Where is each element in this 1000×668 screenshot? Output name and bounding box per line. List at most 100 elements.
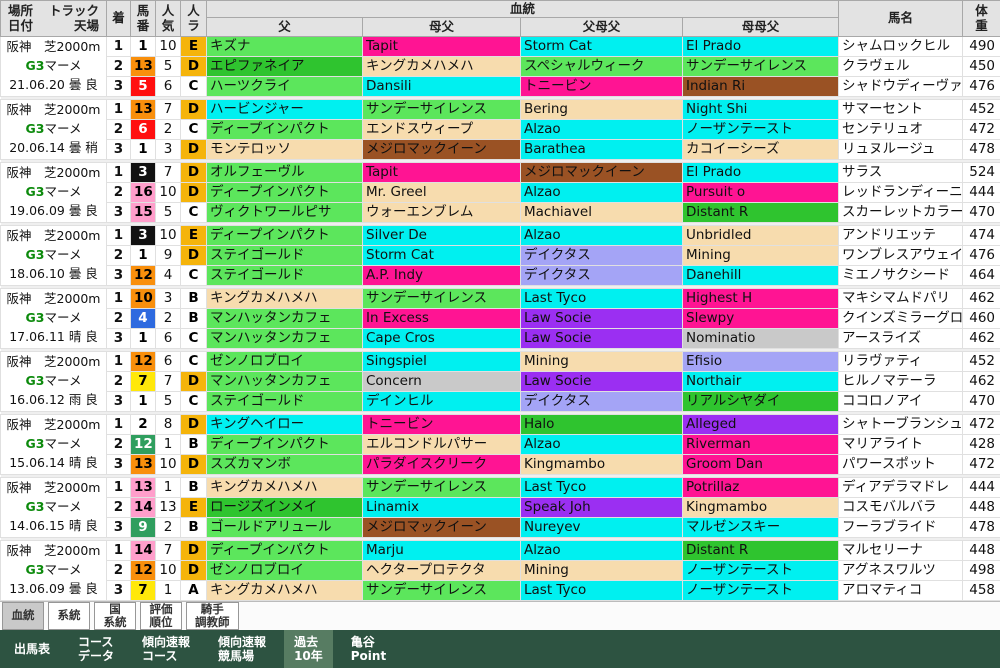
tab-rating-rank[interactable]: 評価 順位 xyxy=(140,602,182,630)
nav-trend-course[interactable]: 傾向速報 コース xyxy=(132,630,200,668)
nav-kametani-point[interactable]: 亀谷 Point xyxy=(341,630,396,668)
popularity-cell: 7 xyxy=(156,163,181,183)
nav-past-10-years[interactable]: 過去 10年 xyxy=(284,630,333,668)
finish-cell: 1 xyxy=(107,541,131,561)
sire-cell: ゴールドアリュール xyxy=(207,518,363,538)
sire-cell: キングヘイロー xyxy=(207,415,363,435)
weight-cell: 476 xyxy=(963,246,1000,266)
finish-cell: 1 xyxy=(107,100,131,120)
horse-number-cell: 13 xyxy=(131,455,156,475)
tab-lineage[interactable]: 系統 xyxy=(48,602,90,630)
sire-damsire-cell: Last Tyco xyxy=(521,478,683,498)
rank-cell: E xyxy=(181,498,207,518)
damsire-cell: キングカメハメハ xyxy=(363,57,521,77)
race-grade: G3 xyxy=(26,562,45,577)
dam-damsire-cell: Alleged xyxy=(683,415,839,435)
horse-name-cell: リュヌルージュ xyxy=(839,140,963,160)
horse-name-cell: シャムロックヒル xyxy=(839,37,963,57)
col-header-dam-damsire: 母母父 xyxy=(683,18,839,37)
nav-label: 過去 xyxy=(294,635,323,649)
damsire-cell: ヘクタープロテクタ xyxy=(363,561,521,581)
rank-cell: C xyxy=(181,77,207,97)
bottom-navbar: 出馬表 コース データ 傾向速報 コース 傾向速報 競馬場 過去 10年 亀谷 … xyxy=(0,630,1000,668)
nav-label: 傾向速報 xyxy=(142,635,190,649)
race-date: 15.06.14 晴 良 xyxy=(3,454,104,473)
rank-cell: E xyxy=(181,226,207,246)
weight-cell: 470 xyxy=(963,392,1000,412)
popularity-cell: 10 xyxy=(156,37,181,57)
horse-number-cell: 1 xyxy=(131,140,156,160)
finish-cell: 2 xyxy=(107,246,131,266)
race-title: マーメ xyxy=(44,247,81,262)
nav-trend-track[interactable]: 傾向速報 競馬場 xyxy=(208,630,276,668)
popularity-cell: 1 xyxy=(156,581,181,601)
finish-cell: 1 xyxy=(107,37,131,57)
nav-course-data[interactable]: コース データ xyxy=(68,630,124,668)
col-header-sire-damsire: 父母父 xyxy=(521,18,683,37)
dam-damsire-cell: Potrillaz xyxy=(683,478,839,498)
rank-cell: C xyxy=(181,329,207,349)
weight-cell: 478 xyxy=(963,140,1000,160)
race-title: マーメ xyxy=(44,310,81,325)
popularity-cell: 2 xyxy=(156,309,181,329)
col-header-sire: 父 xyxy=(207,18,363,37)
horse-name-cell: クインズミラーグロ xyxy=(839,309,963,329)
horse-number-cell: 13 xyxy=(131,100,156,120)
nav-label: コース xyxy=(78,635,114,649)
rank-cell: B xyxy=(181,518,207,538)
race-grade: G3 xyxy=(26,436,45,451)
weight-cell: 470 xyxy=(963,203,1000,223)
horse-number-cell: 7 xyxy=(131,372,156,392)
sire-cell: ディープインパクト xyxy=(207,541,363,561)
nav-entry-table[interactable]: 出馬表 xyxy=(4,630,60,668)
damsire-cell: デインヒル xyxy=(363,392,521,412)
damsire-cell: Tapit xyxy=(363,37,521,57)
weight-cell: 460 xyxy=(963,309,1000,329)
horse-name-cell: マルセリーナ xyxy=(839,541,963,561)
sire-damsire-cell: デイクタス xyxy=(521,246,683,266)
rank-cell: C xyxy=(181,392,207,412)
tab-bloodline[interactable]: 血統 xyxy=(2,602,44,630)
weight-cell: 478 xyxy=(963,518,1000,538)
horse-number-cell: 10 xyxy=(131,289,156,309)
horse-name-cell: センテリュオ xyxy=(839,120,963,140)
tab-jockey-trainer[interactable]: 騎手 調教師 xyxy=(186,602,239,630)
weight-cell: 458 xyxy=(963,581,1000,601)
sire-damsire-cell: Alzao xyxy=(521,183,683,203)
col-header-finish: 着 xyxy=(107,1,131,37)
sire-damsire-cell: デイクタス xyxy=(521,266,683,286)
horse-name-cell: パワースポット xyxy=(839,455,963,475)
finish-cell: 2 xyxy=(107,309,131,329)
finish-cell: 2 xyxy=(107,120,131,140)
horse-number-cell: 7 xyxy=(131,581,156,601)
finish-cell: 2 xyxy=(107,498,131,518)
race-grade: G3 xyxy=(26,247,45,262)
horse-number-cell: 14 xyxy=(131,541,156,561)
horse-number-cell: 1 xyxy=(131,392,156,412)
sire-damsire-cell: Last Tyco xyxy=(521,289,683,309)
race-title: マーメ xyxy=(44,121,81,136)
race-title: マーメ xyxy=(44,373,81,388)
sire-cell: ステイゴールド xyxy=(207,246,363,266)
damsire-cell: Tapit xyxy=(363,163,521,183)
tab-label: 血統 xyxy=(12,609,35,622)
tab-label: 系統 xyxy=(58,609,81,622)
dam-damsire-cell: Indian Ri xyxy=(683,77,839,97)
horse-name-cell: ワンブレスアウェイ xyxy=(839,246,963,266)
popularity-cell: 10 xyxy=(156,455,181,475)
dam-damsire-cell: Nominatio xyxy=(683,329,839,349)
tab-national-lineage[interactable]: 国 系統 xyxy=(94,602,136,630)
sire-damsire-cell: トニービン xyxy=(521,77,683,97)
sire-damsire-cell: Law Socie xyxy=(521,329,683,349)
weight-cell: 444 xyxy=(963,183,1000,203)
sire-damsire-cell: Mining xyxy=(521,561,683,581)
finish-cell: 3 xyxy=(107,392,131,412)
popularity-cell: 3 xyxy=(156,289,181,309)
popularity-cell: 10 xyxy=(156,183,181,203)
